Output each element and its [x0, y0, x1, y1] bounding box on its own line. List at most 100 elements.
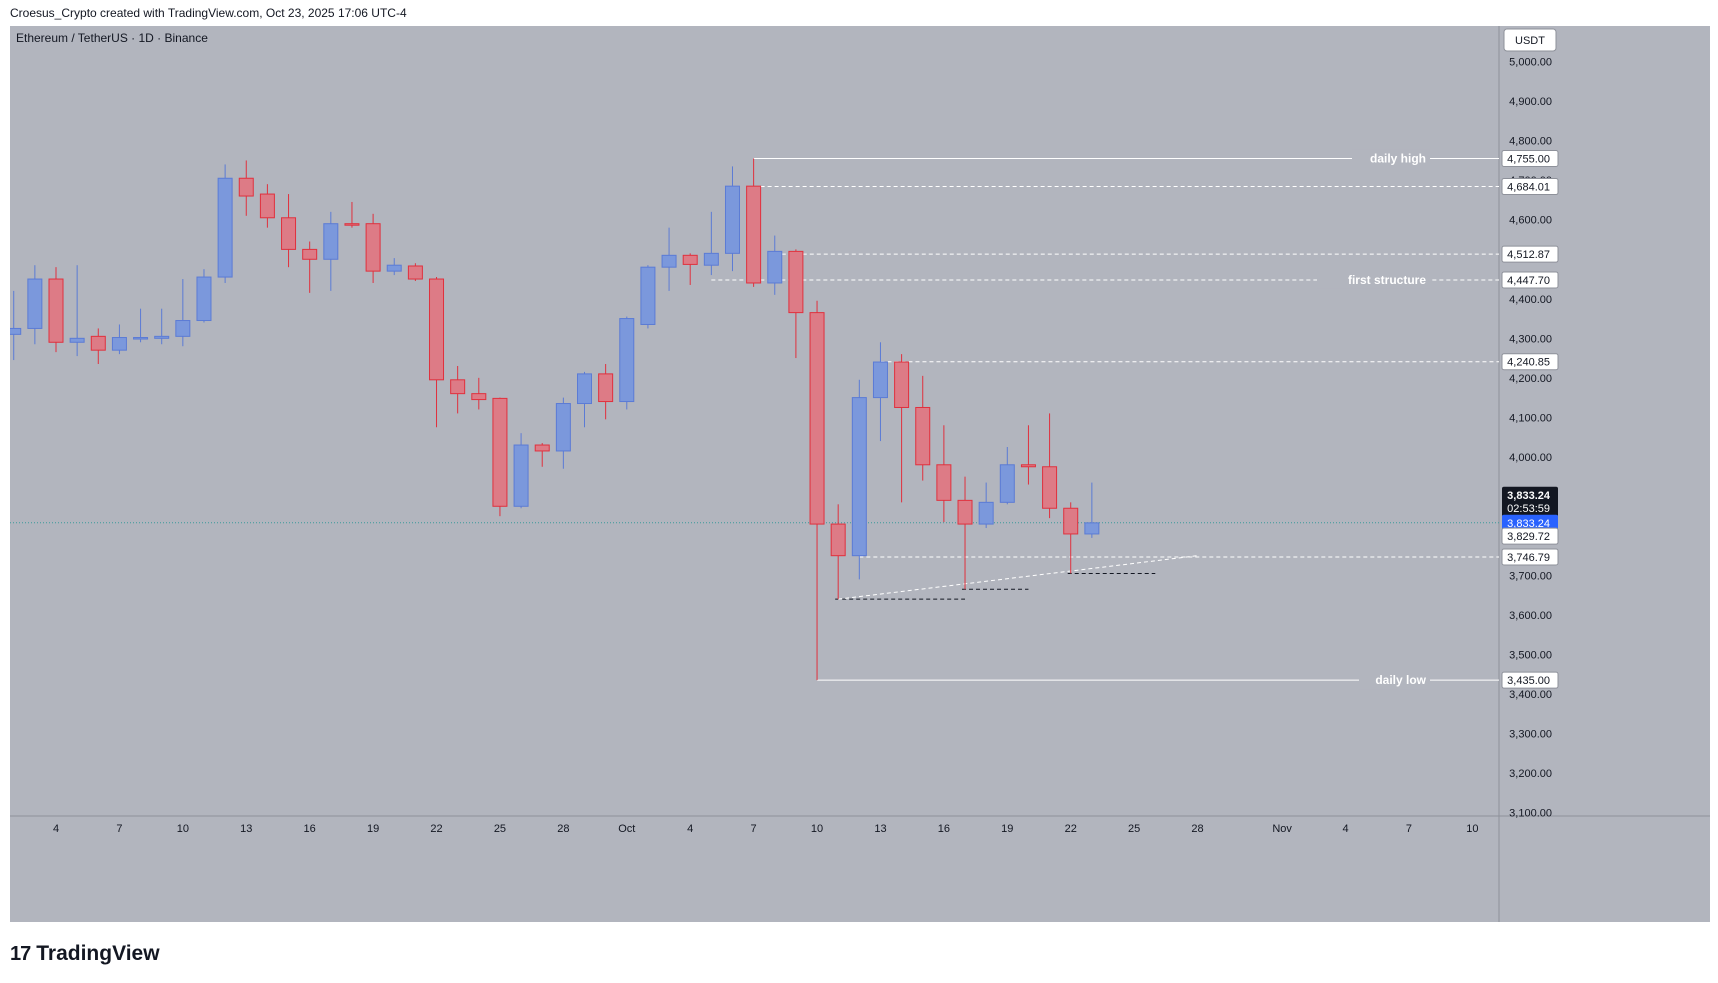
x-tick-label: 28: [1191, 823, 1203, 835]
current-price-label: 3,833.24: [1507, 518, 1550, 530]
level-price-label: 3,435.00: [1507, 675, 1550, 687]
bullish-candle: [10, 290, 22, 361]
candle-body: [196, 276, 212, 322]
bullish-candle: [724, 166, 740, 272]
y-tick-label: 4,300.00: [1509, 333, 1552, 345]
level-price-label: 4,240.85: [1507, 357, 1550, 369]
candle-body: [27, 278, 43, 329]
level-label-bg: [1317, 270, 1430, 289]
candle-body: [851, 397, 867, 557]
candle-body: [661, 254, 677, 268]
level-price-label: 3,746.79: [1507, 552, 1550, 564]
y-tick-label: 3,400.00: [1509, 689, 1552, 701]
level-label: daily high: [1370, 151, 1426, 165]
candle-body: [69, 337, 85, 343]
bullish-candle: [1084, 482, 1100, 538]
level-price-tag: [1501, 245, 1559, 263]
extra-price-label: 3,829.72: [1507, 531, 1550, 543]
x-tick-label: 10: [811, 823, 823, 835]
bullish-candle: [323, 211, 339, 291]
level-price-tag: [1501, 353, 1559, 371]
x-tick-label: 16: [304, 823, 316, 835]
bullish-candle: [640, 265, 656, 329]
y-tick-label: 3,300.00: [1509, 729, 1552, 741]
y-tick-label: 5,000.00: [1509, 57, 1552, 69]
bearish-candle: [1020, 425, 1036, 485]
bearish-candle: [788, 249, 804, 359]
candle-body: [703, 252, 719, 266]
bullish-candle: [872, 342, 888, 442]
bearish-candle: [830, 504, 846, 600]
y-tick-label: 4,900.00: [1509, 96, 1552, 108]
x-tick-label: 7: [116, 823, 122, 835]
bearish-candle: [344, 201, 360, 228]
y-tick-label: 4,600.00: [1509, 215, 1552, 227]
bearish-candle: [598, 364, 614, 420]
bullish-candle: [978, 482, 994, 529]
x-tick-label: 13: [240, 823, 252, 835]
x-tick-label: 28: [557, 823, 569, 835]
y-tick-label: 3,200.00: [1509, 768, 1552, 780]
candle-body: [154, 335, 170, 339]
x-tick-label: 7: [1406, 823, 1412, 835]
candle-body: [344, 223, 360, 226]
candlestick-chart[interactable]: Ethereum / TetherUS · 1D · Binance USDT 5,…: [10, 26, 1710, 922]
candle-body: [1020, 464, 1036, 468]
candle-body: [48, 278, 64, 343]
tradingview-name: TradingView: [36, 942, 160, 965]
extra-price-tag: [1501, 527, 1559, 545]
bullish-candle: [27, 265, 43, 345]
candle-body: [10, 327, 22, 335]
tradingview-brand[interactable]: 17 TradingView: [10, 942, 160, 966]
candle-body: [513, 444, 529, 507]
candle-body: [133, 337, 149, 340]
level-label: daily low: [1375, 673, 1426, 687]
candle-body: [111, 337, 127, 351]
bullish-candle: [69, 265, 85, 357]
candle-body: [429, 278, 445, 381]
x-tick-label: Oct: [618, 823, 635, 835]
y-tick-label: 4,100.00: [1509, 412, 1552, 424]
chart-attribution: Croesus_Crypto created with TradingView.…: [10, 6, 407, 20]
bullish-candle: [555, 397, 571, 469]
candle-body: [555, 403, 571, 452]
candle-body: [577, 373, 592, 405]
y-tick-label: 3,100.00: [1509, 808, 1552, 820]
candle-body: [724, 185, 740, 254]
bearish-candle: [936, 425, 952, 523]
candle-body: [598, 373, 614, 403]
level-price-label: 4,755.00: [1507, 153, 1550, 165]
candle-body: [302, 248, 318, 260]
x-tick-label: 10: [177, 823, 189, 835]
chart-title: Ethereum / TetherUS · 1D · Binance: [16, 31, 208, 45]
bullish-candle: [703, 211, 719, 276]
bearish-candle: [534, 443, 550, 467]
candle-body: [492, 397, 508, 507]
bearish-candle: [894, 354, 910, 503]
bearish-candle: [471, 377, 487, 410]
y-tick-label: 4,800.00: [1509, 136, 1552, 148]
level-price-label: 4,447.70: [1507, 275, 1550, 287]
candle-body: [957, 499, 973, 525]
level-price-tag: [1501, 271, 1559, 289]
bearish-candle: [48, 267, 64, 353]
bearish-candle: [259, 184, 275, 228]
bearish-candle: [302, 241, 318, 293]
candle-body: [534, 444, 550, 452]
y-tick-label: 3,500.00: [1509, 649, 1552, 661]
bullish-candle: [661, 227, 677, 291]
bearish-candle: [915, 375, 931, 481]
bullish-candle: [767, 235, 783, 295]
x-tick-label: 7: [751, 823, 757, 835]
x-tick-label: 19: [1001, 823, 1013, 835]
countdown-label: 02:53:59: [1507, 503, 1550, 515]
bearish-candle: [1063, 502, 1079, 574]
x-tick-label: 10: [1466, 823, 1478, 835]
trend-line: [838, 555, 1198, 600]
bearish-candle: [957, 476, 973, 590]
candle-body: [619, 318, 635, 403]
candle-body: [788, 250, 804, 314]
currency-label: USDT: [1515, 35, 1545, 47]
candle-body: [1042, 466, 1058, 509]
x-tick-label: 4: [1342, 823, 1348, 835]
